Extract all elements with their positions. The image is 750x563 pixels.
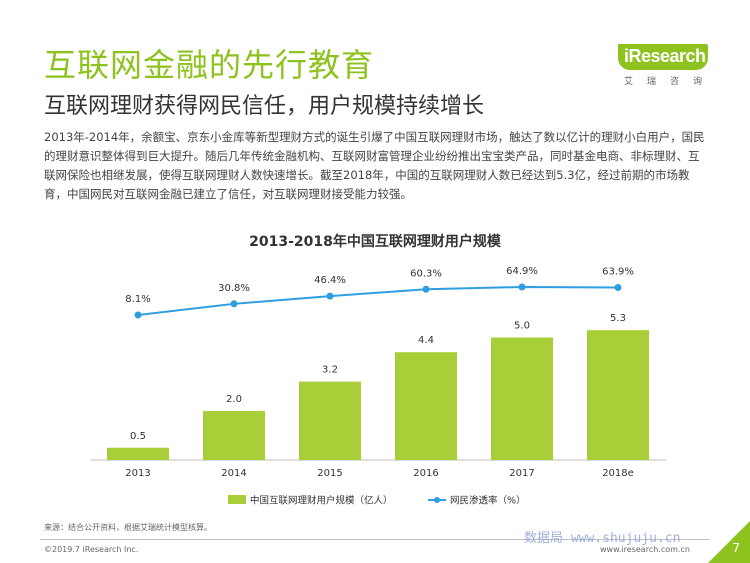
legend-bar-label: 中国互联网理财用户规模（亿人） — [250, 495, 393, 507]
line-label-2015: 46.4% — [314, 275, 346, 286]
bar-label-2014: 2.0 — [226, 394, 242, 405]
logo-badge — [618, 44, 708, 70]
bar-label-2015: 3.2 — [322, 365, 338, 376]
line-label-2017: 64.9% — [506, 266, 538, 277]
penetration-line — [137, 285, 619, 316]
legend-line-marker — [434, 497, 440, 503]
line-label-2013: 8.1% — [125, 294, 150, 305]
x-tick-2016: 2016 — [413, 468, 438, 479]
line-point-2014 — [230, 300, 238, 308]
page-corner-decoration — [708, 521, 750, 563]
x-tick-2014: 2014 — [221, 468, 246, 479]
line-point-2015 — [326, 292, 334, 300]
x-tick-2018e: 2018e — [602, 468, 634, 479]
x-tick-2013: 2013 — [125, 468, 150, 479]
logo-chinese-text: 艾瑞咨询 — [624, 77, 717, 87]
bar-2016 — [395, 352, 457, 460]
iresearch-logo: iResearch 艾瑞咨询 — [618, 44, 710, 88]
bar-2018e — [587, 330, 649, 460]
legend-line-label: 网民渗透率（%） — [450, 495, 526, 507]
line-point-2016 — [422, 285, 430, 293]
line-label-2016: 60.3% — [410, 268, 442, 279]
bar-label-2013: 0.5 — [130, 431, 146, 442]
page-title: 互联网金融的先行教育 — [44, 46, 375, 84]
bar-2014 — [203, 411, 265, 460]
watermark-text: 数据局 www.shujuju.cn — [524, 531, 681, 546]
copyright-text: ©2019.7 iResearch Inc. — [44, 545, 139, 554]
line-label-2014: 30.8% — [218, 283, 250, 294]
x-tick-2015: 2015 — [317, 468, 342, 479]
bar-2015 — [299, 381, 361, 460]
x-tick-2017: 2017 — [509, 468, 534, 479]
bar-2017 — [491, 337, 553, 460]
line-point-2013 — [134, 311, 142, 319]
user-scale-chart: 0.5 2013 2.0 2014 3.2 2015 4.4 2016 5.0 2017 5.3 20… — [90, 266, 666, 507]
bar-label-2018e: 5.3 — [610, 313, 626, 324]
footer-divider — [40, 539, 710, 540]
summary-paragraph: 2013年-2014年，余额宝、京东小金库等新型理财方式的诞生引爆了中国互联网理… — [44, 130, 705, 201]
website-link[interactable]: www.iresearch.com.cn — [600, 545, 690, 554]
source-note: 来源：结合公开资料，根据艾瑞统计模型核算。 — [44, 523, 212, 532]
bar-2013 — [107, 447, 169, 460]
logo-text: iResearch — [624, 46, 706, 66]
legend-bar-swatch — [228, 495, 246, 504]
chart-title: 2013-2018年中国互联网理财用户规模 — [249, 234, 501, 250]
bar-label-2016: 4.4 — [418, 335, 434, 346]
line-point-2017 — [518, 283, 526, 291]
page-subtitle: 互联网理财获得网民信任，用户规模持续增长 — [44, 94, 485, 119]
line-point-2018e — [614, 283, 622, 291]
line-label-2018e: 63.9% — [602, 266, 634, 277]
bar-label-2017: 5.0 — [514, 321, 530, 332]
page-number: 7 — [732, 541, 740, 555]
